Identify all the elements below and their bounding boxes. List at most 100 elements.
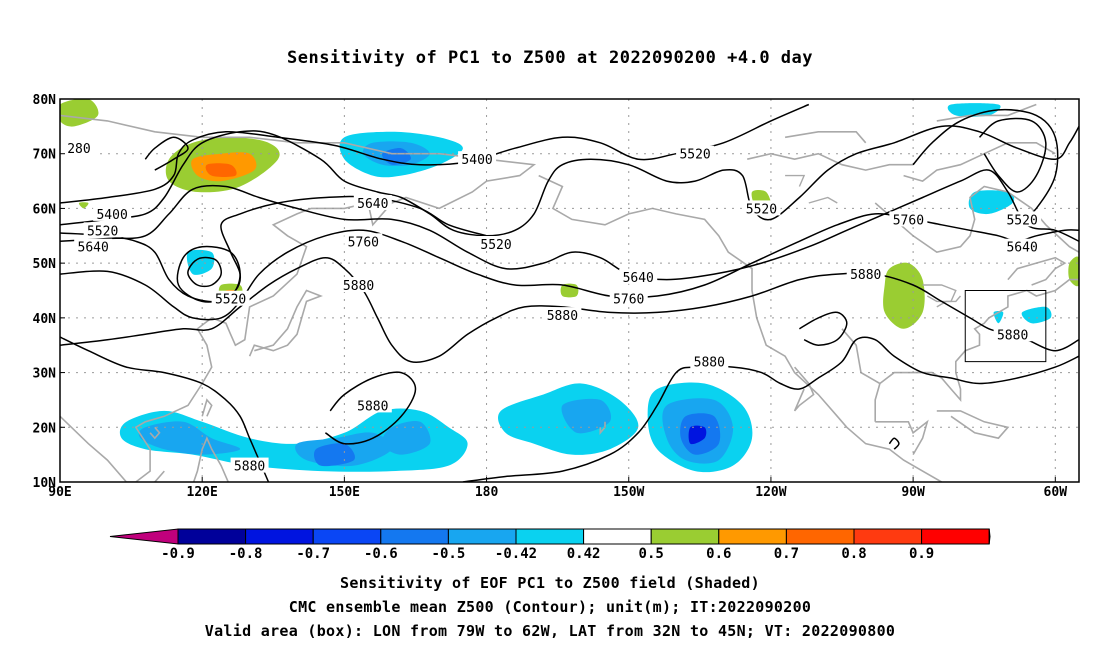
- contour-label: 5640: [357, 197, 388, 212]
- colorbar-segment: [583, 528, 652, 545]
- sensitivity-blob: [561, 398, 612, 434]
- colorbar-label: -0.8: [229, 546, 263, 562]
- colorbar: -0.9 -0.8 -0.7 -0.6 -0.5 -0.42 0.42 0.5 0.6 0.7 0.…: [109, 528, 991, 562]
- colorbar-segment: [245, 528, 314, 545]
- contour-label-bg: [83, 222, 122, 238]
- z500-contour-line: [60, 213, 1079, 321]
- contour-label-bg: [609, 290, 648, 306]
- colorbar-label: -0.9: [161, 546, 195, 562]
- z500-contour-line: [187, 256, 223, 288]
- contour-label: 5520: [215, 293, 246, 308]
- z500-contour-line: [60, 125, 1079, 237]
- z500-contour-line: [912, 108, 1059, 226]
- colorbar-label: 0.5: [639, 546, 664, 562]
- colorbar-segment: [312, 528, 382, 545]
- sensitivity-blob: [78, 202, 89, 209]
- lat-tick-label: 80N: [33, 93, 57, 108]
- contour-label: 5640: [78, 241, 109, 256]
- contour-label-bg: [211, 290, 250, 306]
- contour-label: 5880: [694, 356, 725, 371]
- sensitivity-blob: [381, 420, 431, 455]
- z500-contour-line: [324, 371, 417, 445]
- lon-tick-label: 120E: [187, 485, 218, 500]
- contour-label: 5880: [357, 399, 388, 414]
- colorbar-segment: [718, 528, 787, 545]
- contour-label-bg: [458, 151, 497, 167]
- lat-tick-label: 20N: [33, 421, 57, 436]
- grid-lines: [60, 99, 1079, 482]
- z500-contour-line: [888, 437, 900, 450]
- contour-label-bg: [543, 307, 582, 323]
- contour-label: 5400: [96, 208, 127, 223]
- contour-label: 5520: [746, 202, 777, 217]
- contour-label-bg: [74, 238, 113, 254]
- contour-label-bg: [676, 145, 715, 161]
- colorbar-segment: [447, 528, 517, 545]
- contour-label: 5760: [893, 213, 924, 228]
- coastline: [747, 152, 914, 171]
- coastline: [1007, 256, 1067, 286]
- lake-outline: [808, 196, 838, 204]
- contour-label-bg: [1003, 238, 1042, 254]
- coastline: [248, 289, 323, 357]
- lat-tick-label: 60N: [33, 202, 57, 217]
- colorbar-label: 0.7: [774, 546, 799, 562]
- coastline: [784, 131, 867, 144]
- z500-contour-line: [144, 136, 189, 171]
- colorbar-label: -0.5: [432, 546, 466, 562]
- contour-label: 5880: [997, 328, 1028, 343]
- coastline: [201, 398, 213, 417]
- colorbar-label: 0.8: [841, 546, 866, 562]
- footer-line-2: CMC ensemble mean Z500 (Contour); unit(m…: [288, 598, 812, 616]
- z500-contour-line: [60, 256, 1079, 363]
- contour-label: 5520: [87, 224, 118, 239]
- coastline: [903, 142, 1056, 182]
- lake-outline: [936, 295, 962, 308]
- lon-tick-label: 60W: [1044, 485, 1068, 500]
- colorbar-label: -0.42: [495, 546, 537, 562]
- z500-contour-line: [60, 103, 810, 204]
- sensitivity-blob: [205, 163, 237, 177]
- colorbar-segment: [921, 528, 990, 545]
- lat-tick-label: 10N: [33, 476, 57, 491]
- contour-label: 5880: [547, 309, 578, 324]
- lat-tick-label: 30N: [33, 367, 57, 382]
- contour-label: 5880: [850, 268, 881, 283]
- contour-label: 5640: [1006, 241, 1037, 256]
- contour-label: 5880: [234, 460, 265, 475]
- colorbar-label: -0.7: [296, 546, 330, 562]
- sensitivity-blob: [186, 249, 215, 275]
- coastline: [149, 426, 161, 440]
- contour-label: 5520: [480, 238, 511, 253]
- colorbar-segment: [515, 528, 585, 545]
- contour-label-bg: [889, 211, 928, 227]
- lat-tick-label: 40N: [33, 312, 57, 327]
- lon-tick-label: 90W: [901, 485, 925, 500]
- map-frame: [59, 98, 1080, 483]
- valid-area-box: [964, 290, 1047, 363]
- contour-label-bg: [353, 397, 392, 413]
- contour-label: 280: [67, 142, 90, 157]
- contour-label-bg: [846, 266, 885, 282]
- footer-line-1: Sensitivity of EOF PC1 to Z500 field (Sh…: [340, 574, 760, 592]
- contour-label: 5760: [348, 235, 379, 250]
- coastline: [599, 421, 606, 435]
- colorbar-segment: [380, 528, 449, 545]
- coastline: [538, 174, 942, 482]
- sensitivity-blob: [60, 99, 99, 127]
- contour-label-bg: [1003, 211, 1042, 227]
- contour-label: 5640: [623, 271, 654, 286]
- colorbar-label: 0.42: [567, 546, 601, 562]
- lon-tick-label: 150E: [329, 485, 360, 500]
- z500-contour-line: [799, 311, 848, 346]
- colorbar-label: 0.6: [706, 546, 731, 562]
- contour-label-bg: [993, 326, 1032, 342]
- sensitivity-blob: [688, 425, 707, 445]
- lake-outline: [922, 284, 957, 303]
- coastline: [875, 419, 929, 456]
- colorbar-segment: [853, 528, 923, 545]
- contour-label-bg: [339, 277, 378, 293]
- coastline: [793, 366, 815, 412]
- contour-label: 5760: [613, 293, 644, 308]
